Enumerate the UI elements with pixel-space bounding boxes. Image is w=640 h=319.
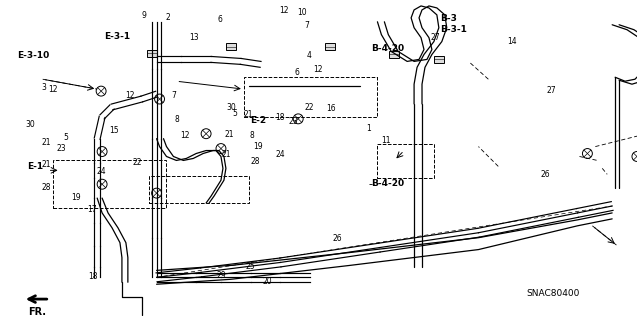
Circle shape: [97, 146, 107, 157]
Text: 28: 28: [250, 157, 260, 166]
Text: 26: 26: [541, 170, 550, 179]
Text: E-3-1: E-3-1: [104, 32, 131, 41]
Text: 5: 5: [63, 133, 68, 142]
Bar: [639, 18, 640, 55]
Text: 18: 18: [276, 113, 285, 122]
Text: 21: 21: [41, 138, 51, 147]
Text: FR.: FR.: [28, 307, 45, 317]
Text: B-3-1: B-3-1: [440, 25, 467, 33]
Text: E-1: E-1: [27, 162, 44, 171]
Text: 12: 12: [280, 6, 289, 15]
Text: 12: 12: [125, 91, 134, 100]
Bar: [389, 51, 399, 58]
Bar: [147, 50, 157, 57]
Text: 16: 16: [326, 104, 336, 113]
Text: 23: 23: [57, 144, 67, 153]
Text: 21: 21: [244, 110, 253, 119]
Text: 11: 11: [381, 136, 391, 145]
Text: 21: 21: [221, 150, 231, 159]
Text: 14: 14: [508, 37, 517, 46]
Text: 4: 4: [307, 51, 312, 60]
Text: 18: 18: [89, 272, 98, 281]
Text: 25: 25: [245, 263, 255, 271]
Bar: [244, 77, 378, 117]
Text: 6: 6: [218, 15, 222, 25]
Text: 26: 26: [333, 234, 342, 243]
Text: 19: 19: [253, 142, 262, 152]
Text: 10: 10: [297, 8, 307, 17]
Circle shape: [152, 188, 161, 198]
Text: 3: 3: [41, 83, 46, 92]
Bar: [226, 43, 236, 50]
Bar: [378, 144, 434, 178]
Text: 24: 24: [276, 150, 285, 159]
Text: 22: 22: [305, 103, 314, 112]
Text: 19: 19: [72, 193, 81, 202]
Text: 27: 27: [431, 33, 440, 42]
Text: 8: 8: [174, 115, 179, 123]
Circle shape: [293, 114, 303, 124]
Text: 7: 7: [305, 21, 310, 30]
Text: 7: 7: [172, 91, 177, 100]
Text: E-2: E-2: [250, 116, 266, 125]
Circle shape: [216, 144, 226, 153]
Text: 22: 22: [132, 158, 142, 167]
Text: 17: 17: [87, 205, 97, 214]
Text: 2: 2: [165, 13, 170, 22]
Circle shape: [201, 129, 211, 139]
Text: 30: 30: [25, 120, 35, 129]
Text: 8: 8: [250, 131, 254, 140]
Text: 28: 28: [41, 182, 51, 191]
Text: 30: 30: [227, 103, 237, 112]
Bar: [434, 56, 444, 63]
Text: 21: 21: [41, 160, 51, 169]
Text: 9: 9: [141, 11, 146, 20]
Text: 12: 12: [180, 131, 189, 140]
Text: 24: 24: [97, 167, 106, 176]
Text: 5: 5: [232, 109, 237, 118]
Text: 23: 23: [288, 117, 298, 126]
Text: 13: 13: [189, 33, 198, 42]
Text: 15: 15: [109, 126, 118, 135]
Text: 29: 29: [216, 271, 226, 280]
Text: 27: 27: [547, 85, 557, 94]
Bar: [52, 160, 166, 208]
Text: 21: 21: [225, 130, 234, 139]
Text: 1: 1: [366, 124, 371, 133]
Text: SNAC80400: SNAC80400: [526, 289, 579, 298]
Text: 20: 20: [263, 277, 273, 286]
Text: E-3-10: E-3-10: [17, 51, 49, 60]
Circle shape: [155, 94, 164, 104]
Text: B-4-20: B-4-20: [371, 179, 404, 189]
Circle shape: [632, 152, 640, 161]
Text: 6: 6: [294, 68, 300, 77]
Circle shape: [582, 149, 593, 159]
Circle shape: [96, 86, 106, 96]
Bar: [148, 176, 249, 203]
Bar: [325, 43, 335, 50]
Text: 12: 12: [314, 65, 323, 74]
Text: 12: 12: [48, 85, 58, 93]
Circle shape: [97, 179, 107, 189]
Text: B-3: B-3: [440, 14, 458, 24]
Text: B-4-20: B-4-20: [371, 43, 404, 53]
